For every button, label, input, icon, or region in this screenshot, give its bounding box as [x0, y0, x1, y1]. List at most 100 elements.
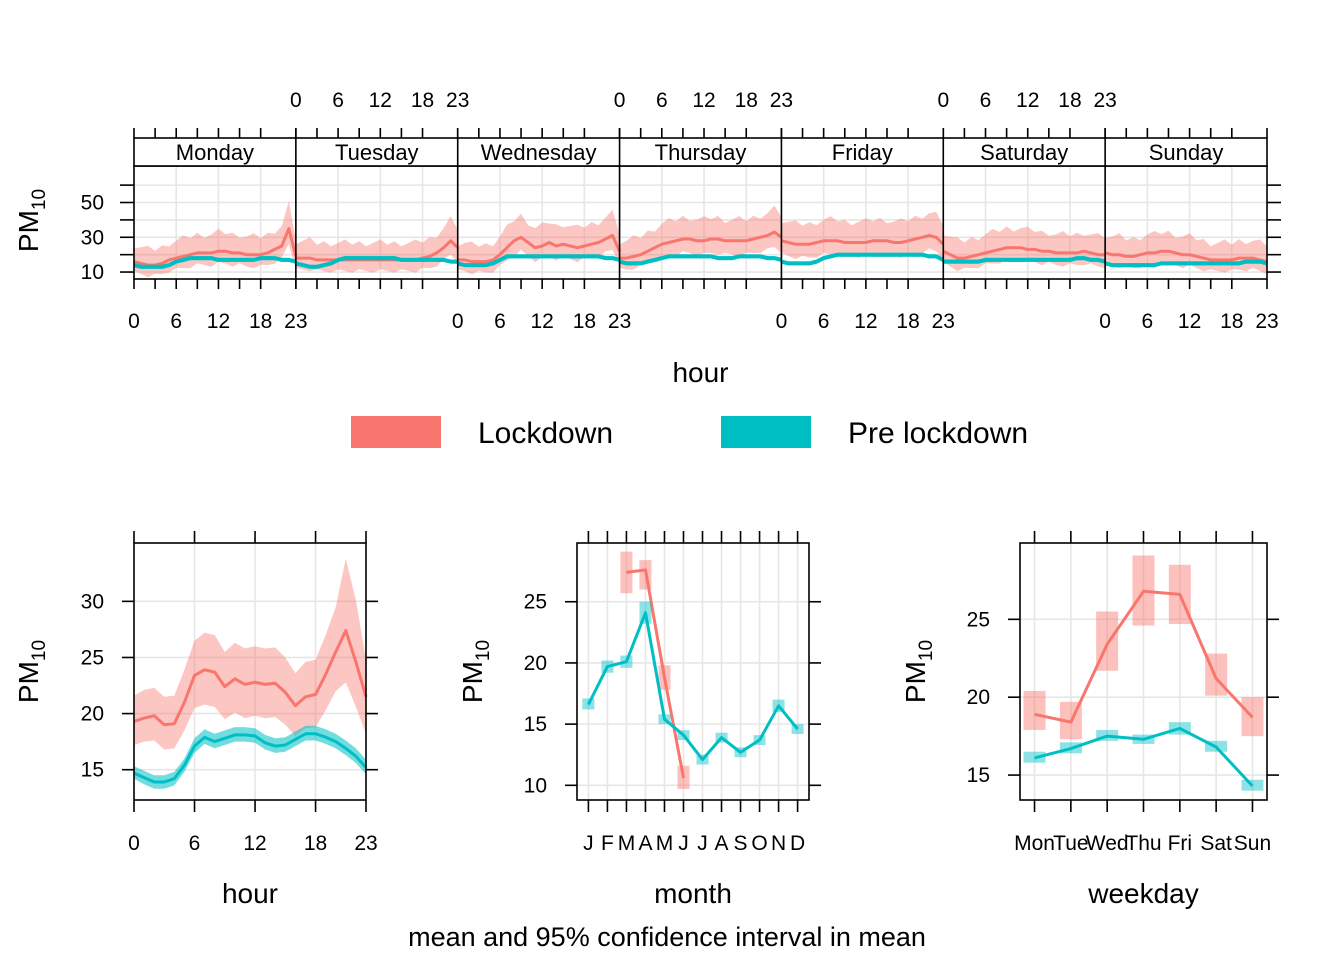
strip-label-wednesday: Wednesday — [481, 140, 597, 165]
x-tick-label: 12 — [1178, 310, 1201, 333]
x-tick-label: 0 — [290, 89, 302, 112]
y-tick-label: 30 — [81, 226, 104, 249]
y-tick-label: 20 — [81, 703, 104, 726]
strip-label-friday: Friday — [832, 140, 893, 165]
legend-swatch-lockdown — [351, 416, 441, 448]
x-axis-title: weekday — [1087, 878, 1199, 909]
x-axis-title: hour — [672, 357, 728, 388]
series-line-lockdown — [1034, 589, 1254, 724]
y-tick-label: 10 — [81, 261, 104, 284]
series-line-lockdown-monday — [133, 227, 298, 267]
x-tick-label: M — [656, 832, 674, 855]
x-axis-title: hour — [222, 878, 278, 909]
x-tick-label: 0 — [452, 310, 464, 333]
x-tick-label: 23 — [932, 310, 955, 333]
x-tick-label: 0 — [776, 310, 788, 333]
x-tick-label: 18 — [411, 89, 434, 112]
series-line-pre-lockdown-wednesday — [457, 254, 621, 268]
series-line-pre-lockdown-thursday — [619, 254, 782, 266]
strip-label-saturday: Saturday — [980, 140, 1068, 165]
x-tick-label: 12 — [207, 310, 230, 333]
x-tick-label: 12 — [1016, 89, 1039, 112]
day-hour-panel: Monday 0 6 12 18 23 Tuesday 0 6 12 18 23 Wednesday 0 6… — [13, 89, 1281, 388]
series-line-pre-lockdown — [1034, 726, 1254, 788]
series-line-lockdown-saturday — [942, 246, 1106, 260]
series-line-pre-lockdown-sunday — [1104, 259, 1268, 268]
x-tick-label: 0 — [128, 832, 140, 855]
x-tick-label: 6 — [818, 310, 830, 333]
plot-frame — [576, 542, 810, 801]
x-tick-label: 12 — [692, 89, 715, 112]
x-tick-label: 23 — [354, 832, 377, 855]
series-line-pre-lockdown-saturday — [943, 256, 1106, 264]
x-tick-label: Fri — [1168, 832, 1193, 855]
x-tick-label: Thu — [1125, 832, 1161, 855]
series-line-pre-lockdown — [587, 611, 799, 762]
y-tick-label: 30 — [81, 590, 104, 613]
hour-panel: 0 6 12 18 23 15 20 25 30 PM10 hour — [13, 531, 378, 909]
x-tick-label: 6 — [332, 89, 344, 112]
strip-label-tuesday: Tuesday — [335, 140, 419, 165]
ci-band-lockdown-friday — [781, 211, 944, 260]
y-tick-label: 25 — [524, 591, 547, 614]
series-line-pre-lockdown-friday — [780, 252, 945, 266]
x-tick-label: 12 — [854, 310, 877, 333]
strip-label-thursday: Thursday — [655, 140, 747, 165]
x-tick-label: N — [771, 832, 786, 855]
series-line-pre-lockdown — [133, 732, 368, 784]
ci-band-lockdown-thursday — [619, 205, 782, 270]
x-tick-label: Tue — [1053, 832, 1088, 855]
y-tick-label: 25 — [967, 608, 990, 631]
x-tick-label: 0 — [128, 310, 140, 333]
y-axis-title: PM10 — [13, 189, 50, 252]
x-tick-label: 18 — [896, 310, 919, 333]
x-tick-label: Mon — [1014, 832, 1055, 855]
x-tick-label: 23 — [284, 310, 307, 333]
y-tick-label: 50 — [81, 192, 104, 215]
series-line-lockdown-friday — [781, 234, 945, 246]
y-axis-title: PM10 — [900, 640, 937, 703]
x-tick-label: 6 — [189, 832, 201, 855]
y-axis-title: PM10 — [457, 640, 494, 703]
strip-label-monday: Monday — [176, 140, 254, 165]
ci-box-lockdown — [1023, 690, 1046, 730]
series-line-pre-lockdown-tuesday — [295, 256, 458, 269]
x-tick-label: 18 — [1220, 310, 1243, 333]
x-tick-label: D — [790, 832, 805, 855]
x-tick-label: M — [618, 832, 636, 855]
x-tick-label: 18 — [1058, 89, 1081, 112]
strip-label-sunday: Sunday — [1149, 140, 1224, 165]
footer-caption: mean and 95% confidence interval in mean — [408, 922, 926, 952]
x-axis-title: month — [654, 878, 732, 909]
x-tick-label: 0 — [937, 89, 949, 112]
x-tick-label: 0 — [1099, 310, 1111, 333]
x-tick-label: 12 — [369, 89, 392, 112]
x-tick-label: 6 — [1142, 310, 1154, 333]
legend-label-pre-lockdown: Pre lockdown — [848, 417, 1028, 450]
x-tick-label: 18 — [304, 832, 327, 855]
y-tick-label: 25 — [81, 646, 104, 669]
x-tick-label: 12 — [530, 310, 553, 333]
x-tick-label: A — [715, 832, 729, 855]
y-tick-label: 15 — [81, 759, 104, 782]
series-line-lockdown — [133, 629, 368, 727]
x-tick-label: 0 — [614, 89, 626, 112]
legend: Lockdown Pre lockdown — [351, 416, 1028, 450]
ci-box-pre-lockdown — [791, 724, 804, 734]
x-tick-label: 23 — [1093, 89, 1116, 112]
x-tick-label: 23 — [446, 89, 469, 112]
y-tick-label: 15 — [524, 713, 547, 736]
strip-frame — [133, 137, 1268, 167]
legend-label-lockdown: Lockdown — [478, 417, 613, 450]
y-axis-title: PM10 — [13, 640, 50, 703]
x-tick-label: Sat — [1200, 832, 1232, 855]
x-tick-label: F — [601, 832, 614, 855]
x-tick-label: J — [697, 832, 708, 855]
x-tick-label: O — [751, 832, 767, 855]
series-line-pre-lockdown-monday — [133, 256, 297, 269]
plot-frame — [133, 542, 367, 801]
y-tick-label: 20 — [524, 652, 547, 675]
x-tick-label: 23 — [770, 89, 793, 112]
